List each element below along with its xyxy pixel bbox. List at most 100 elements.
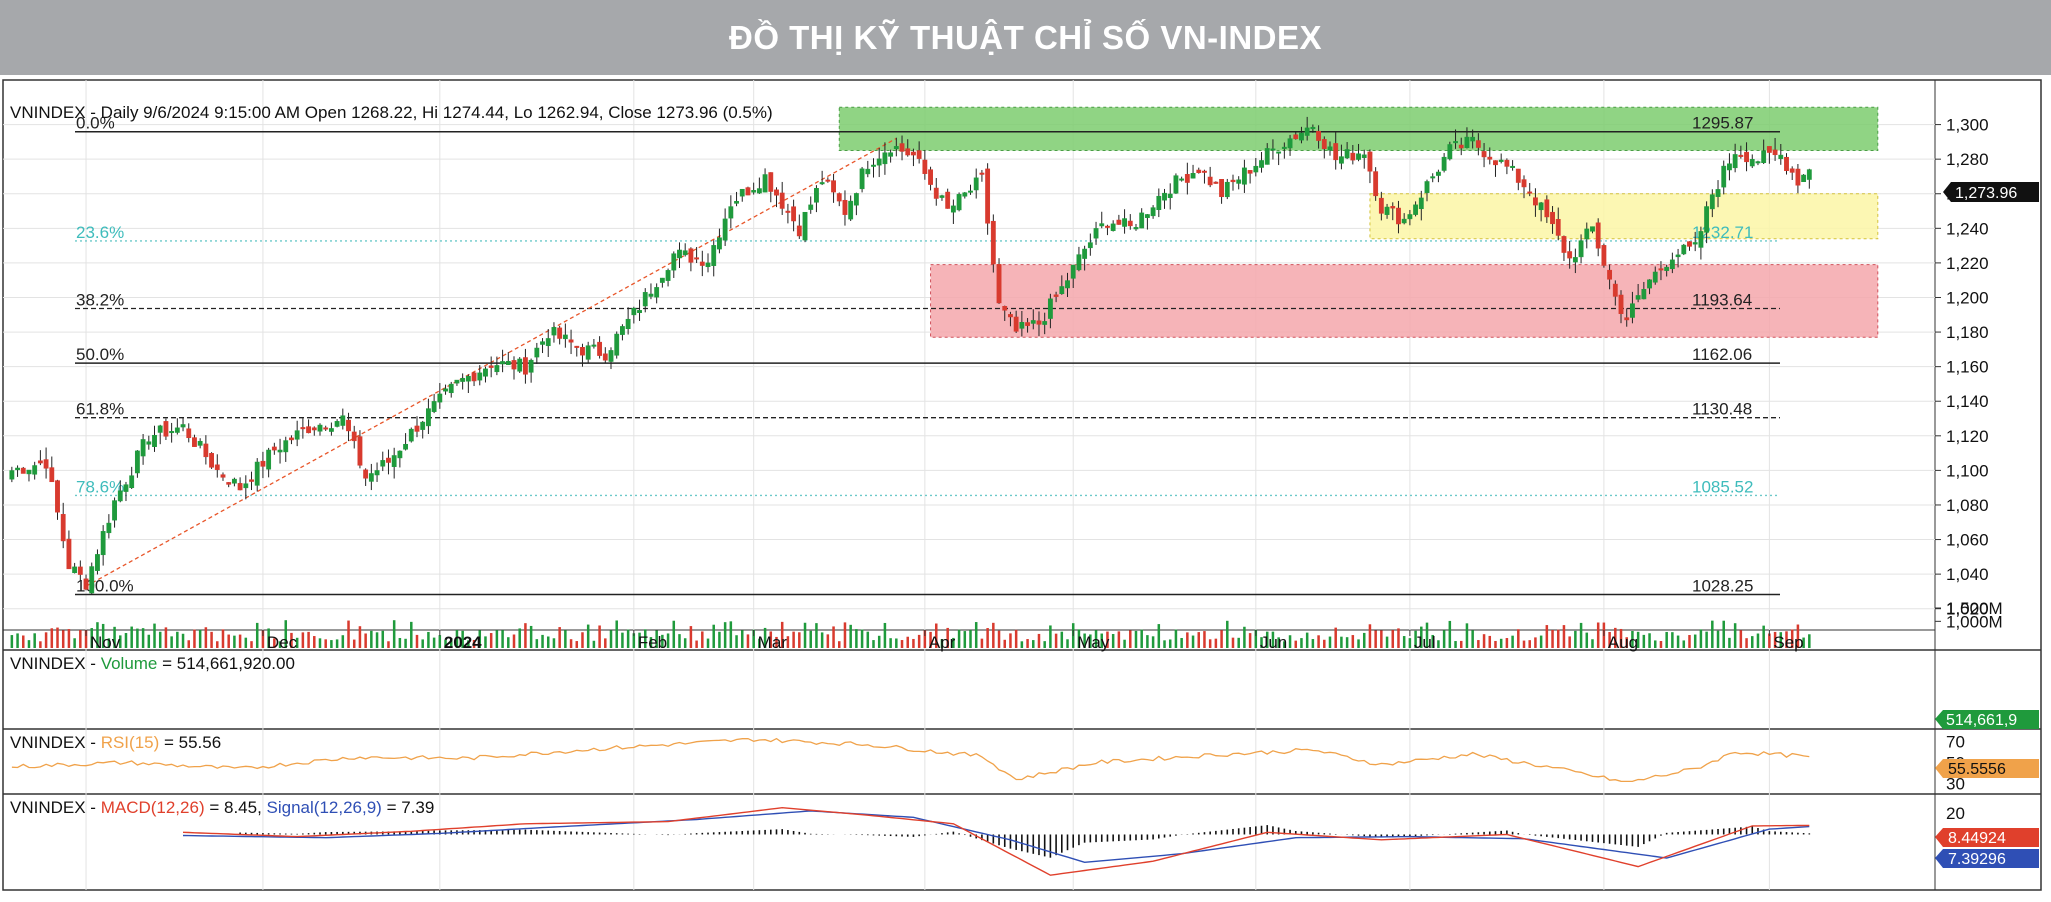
volume-bar bbox=[1785, 631, 1788, 648]
candle-body bbox=[751, 190, 757, 193]
candle-body bbox=[1607, 269, 1613, 280]
candle-body bbox=[979, 172, 985, 175]
candle-body bbox=[1019, 322, 1025, 329]
volume-bar bbox=[940, 639, 944, 648]
candle-body bbox=[990, 220, 996, 265]
volume-bar bbox=[410, 621, 413, 648]
volume-bar bbox=[1391, 630, 1395, 648]
candle-body bbox=[933, 187, 939, 199]
volume-bar bbox=[238, 634, 242, 648]
volume-bar bbox=[1579, 622, 1583, 648]
volume-bar bbox=[1574, 630, 1577, 648]
volume-bar bbox=[969, 630, 972, 648]
candle-body bbox=[1224, 181, 1230, 198]
candle-body bbox=[266, 449, 272, 470]
candle-body bbox=[699, 261, 705, 266]
candle-body bbox=[985, 168, 991, 224]
volume-bar bbox=[1197, 632, 1201, 648]
candle-body bbox=[1059, 286, 1065, 295]
volume-bar bbox=[1368, 624, 1372, 648]
volume-bar bbox=[22, 635, 25, 648]
candle-body bbox=[169, 431, 175, 434]
volume-bar bbox=[301, 632, 305, 648]
candle-body bbox=[323, 427, 329, 430]
volume-bar bbox=[341, 635, 345, 648]
candle-body bbox=[1447, 144, 1453, 160]
candle-body bbox=[1241, 167, 1247, 185]
candle-body bbox=[1749, 159, 1755, 167]
volume-bar bbox=[826, 634, 830, 648]
volume-bar bbox=[758, 638, 761, 648]
candle-body bbox=[511, 360, 517, 370]
volume-bar bbox=[244, 637, 248, 648]
macd-header: VNINDEX - MACD(12,26) = 8.45, Signal(12,… bbox=[10, 798, 434, 817]
volume-bar bbox=[387, 641, 390, 648]
volume-bar bbox=[1739, 630, 1743, 648]
candle-body bbox=[1350, 152, 1356, 161]
volume-bar bbox=[1745, 638, 1748, 648]
volume-bar bbox=[1208, 639, 1212, 648]
volume-bar bbox=[1351, 635, 1355, 648]
candle-body bbox=[357, 436, 363, 466]
volume-bar bbox=[1728, 637, 1731, 648]
volume-bar bbox=[158, 631, 162, 648]
candle-body bbox=[60, 514, 66, 542]
candle-body bbox=[311, 427, 317, 431]
candle-body bbox=[551, 327, 557, 336]
candle-body bbox=[1338, 156, 1344, 164]
y-tick-label: 1,040 bbox=[1946, 565, 1989, 584]
candle-body bbox=[1470, 136, 1476, 142]
volume-bar bbox=[1180, 637, 1183, 648]
volume-bar bbox=[581, 632, 584, 648]
volume-bar bbox=[1591, 639, 1594, 648]
volume-bar bbox=[495, 630, 499, 648]
volume-bar bbox=[855, 629, 858, 648]
candle-body bbox=[1213, 181, 1219, 184]
volume-bar bbox=[1294, 640, 1298, 648]
y-tick-label: 1,200 bbox=[1946, 288, 1989, 307]
volume-bar bbox=[84, 630, 88, 648]
candle-body bbox=[146, 441, 152, 445]
volume-bar bbox=[284, 620, 288, 648]
volume-bar bbox=[1665, 631, 1668, 648]
volume-bar bbox=[449, 638, 453, 648]
y-tick-label: 1,180 bbox=[1946, 323, 1989, 342]
volume-bar bbox=[575, 641, 579, 648]
volume-bar bbox=[1277, 637, 1280, 648]
candle-body bbox=[1458, 144, 1464, 149]
volume-bar bbox=[250, 641, 253, 648]
fib-value-label: 1028.25 bbox=[1692, 576, 1753, 595]
candle-body bbox=[488, 365, 494, 368]
candle-body bbox=[1772, 149, 1778, 156]
volume-bar bbox=[1511, 635, 1514, 648]
candle-body bbox=[1196, 169, 1202, 173]
volume-bar bbox=[729, 621, 733, 648]
candle-body bbox=[637, 310, 642, 313]
volume-y-tick-label: 1,500M bbox=[1946, 599, 2003, 618]
volume-bar bbox=[227, 634, 230, 648]
volume-bar bbox=[1402, 636, 1406, 648]
volume-bar bbox=[364, 633, 367, 648]
volume-bar bbox=[392, 620, 396, 648]
candle-body bbox=[306, 426, 311, 434]
volume-bar bbox=[1271, 631, 1275, 648]
last-price-badge: 1,273.96 bbox=[1943, 182, 2039, 202]
volume-bar bbox=[1237, 637, 1240, 648]
volume-bar bbox=[564, 630, 567, 648]
x-tick-label: 2024 bbox=[444, 633, 482, 652]
volume-bar bbox=[701, 631, 704, 648]
candle-body bbox=[540, 341, 545, 345]
candle-body bbox=[1361, 154, 1367, 158]
candle-body bbox=[408, 428, 414, 442]
volume-bar bbox=[27, 640, 31, 648]
y-tick-label: 1,220 bbox=[1946, 254, 1989, 273]
volume-bar bbox=[1551, 630, 1554, 648]
candle-body bbox=[380, 460, 386, 467]
volume-bar bbox=[1300, 638, 1303, 648]
candle-body bbox=[289, 437, 294, 441]
candle-body bbox=[26, 469, 32, 475]
candle-body bbox=[1652, 271, 1658, 283]
candle-body bbox=[100, 531, 106, 556]
volume-bar bbox=[101, 623, 105, 648]
rsi-y-tick-label: 30 bbox=[1946, 775, 1965, 794]
